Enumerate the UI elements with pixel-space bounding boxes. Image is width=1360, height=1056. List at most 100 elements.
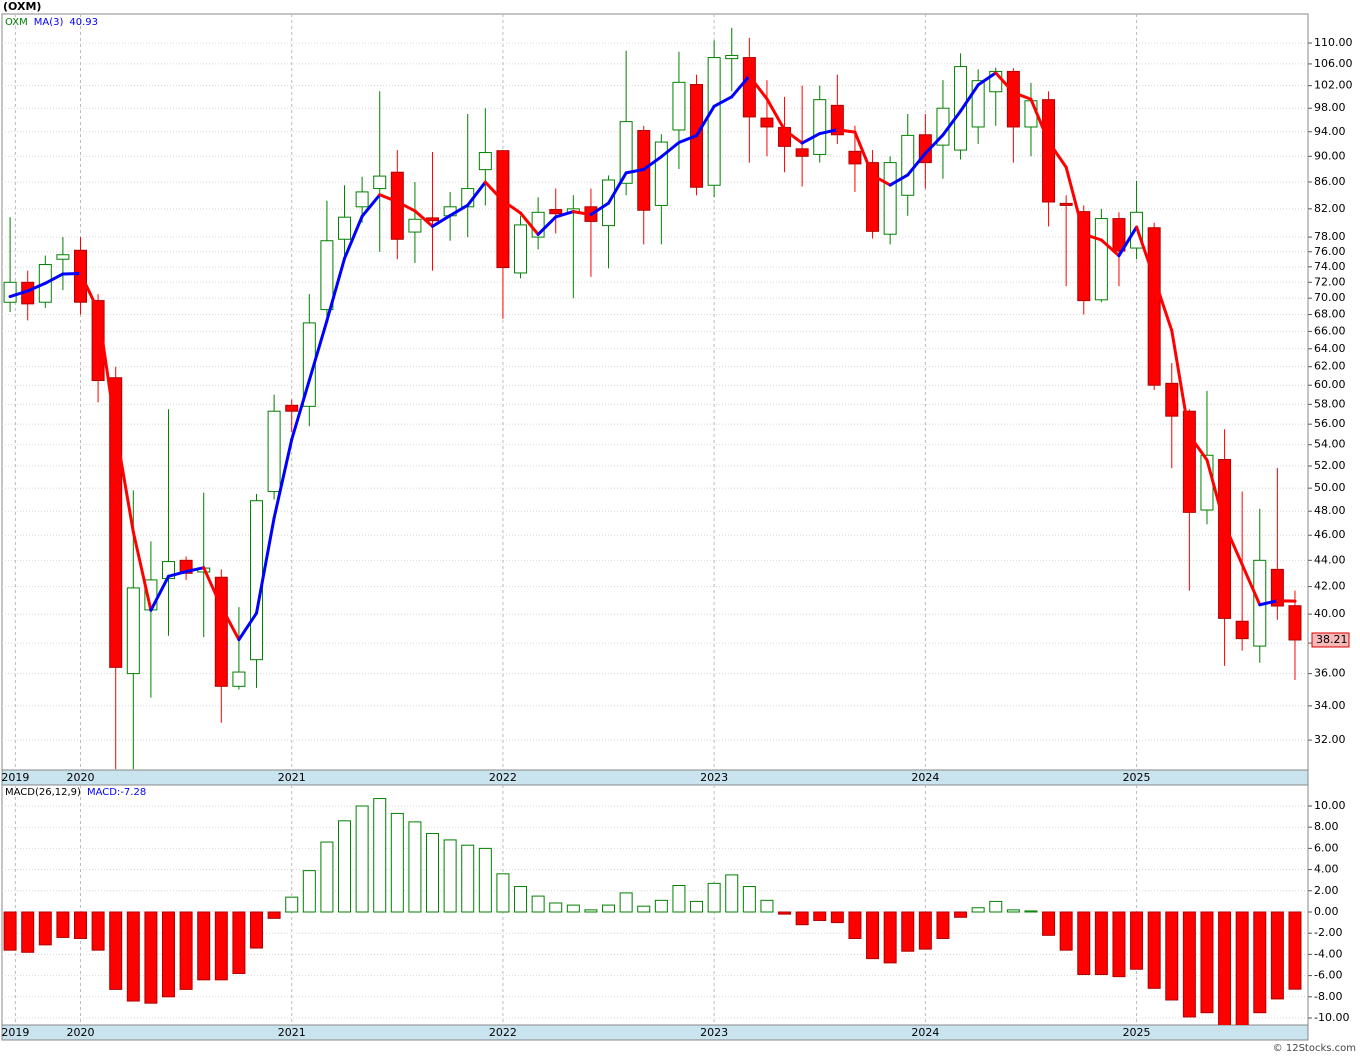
macd-bar — [443, 839, 457, 913]
y-tick-label: 48.00 — [1314, 504, 1346, 517]
macd-bar — [1147, 911, 1161, 989]
macd-bar — [531, 895, 545, 913]
candle-body — [267, 410, 281, 493]
macd-bar — [672, 884, 686, 913]
macd-bar — [1006, 909, 1020, 913]
macd-bar — [1200, 911, 1214, 1014]
y-tick-label: 78.00 — [1314, 230, 1346, 243]
y-tick-label: 66.00 — [1314, 324, 1346, 337]
ma-line — [1011, 90, 1033, 101]
macd-bar — [338, 820, 352, 913]
candle-body — [1182, 410, 1196, 513]
candle-body — [320, 240, 334, 311]
plot-layer: 110.00 106.00 102.00 98.00 94.00 90.00 86.00 82… — [1, 14, 1353, 1039]
ma-line — [1152, 276, 1174, 333]
candle-body — [338, 216, 352, 240]
candle-body — [971, 80, 985, 128]
ma-line — [906, 151, 927, 177]
macd-label: MACD: — [87, 787, 120, 798]
ma-line — [272, 437, 294, 520]
candle-body — [1165, 382, 1179, 417]
candle-body — [1270, 568, 1284, 607]
ma-line — [26, 281, 47, 293]
y-tick-label: 50.00 — [1314, 481, 1346, 494]
macd-bar — [1094, 911, 1108, 976]
candle-body — [496, 150, 510, 269]
macd-bar — [1270, 911, 1284, 1000]
last-price-label: 38.21 — [1316, 633, 1348, 646]
macd-bar — [936, 911, 950, 939]
candle-body — [1094, 218, 1108, 301]
candle-body — [866, 162, 880, 232]
ma-line — [589, 201, 611, 217]
macd-bar — [795, 911, 809, 926]
x-tick-label: 2024 — [911, 771, 939, 784]
y-tick-label: 76.00 — [1314, 245, 1346, 258]
ma-line — [501, 199, 523, 215]
macd-bar — [918, 911, 932, 950]
ma-line — [624, 167, 646, 175]
y-tick-label: -2.00 — [1314, 926, 1342, 939]
macd-bar — [690, 900, 704, 913]
macd-title: MACD(26,12,9) — [5, 787, 81, 798]
macd-bar — [373, 798, 387, 913]
candle-body — [232, 671, 246, 687]
macd-bar — [3, 911, 17, 951]
macd-legend: MACD(26,12,9) MACD:-7.28 — [5, 787, 146, 798]
ma-line — [712, 95, 734, 108]
macd-bar — [197, 911, 211, 981]
plot-area — [2, 785, 1308, 1025]
chart-title: (OXM) — [3, 0, 41, 13]
candle-body — [619, 121, 633, 184]
ma-line — [554, 210, 575, 219]
y-tick-label: 60.00 — [1314, 378, 1346, 391]
y-tick-label: 98.00 — [1314, 101, 1346, 114]
x-tick-label: 2025 — [1123, 1026, 1151, 1039]
y-tick-label: 4.00 — [1314, 863, 1339, 876]
macd-bar — [320, 841, 334, 913]
y-tick-label: 6.00 — [1314, 841, 1339, 854]
ma-line — [871, 173, 892, 187]
ma-line — [96, 308, 118, 432]
ma-line — [466, 180, 487, 207]
candle-body — [478, 152, 492, 171]
y-tick-label: 10.00 — [1314, 799, 1346, 812]
ma-line — [976, 71, 998, 87]
macd-bar — [285, 896, 299, 913]
y-tick-label: -6.00 — [1314, 969, 1342, 982]
ma-line — [1117, 225, 1139, 258]
ma-line — [184, 566, 206, 574]
y-tick-label: 64.00 — [1314, 342, 1346, 355]
macd-bar — [1024, 910, 1038, 913]
watermark: © 12Stocks.com — [1273, 1043, 1356, 1054]
ma-line — [1187, 433, 1209, 462]
macd-bar — [1182, 911, 1196, 1018]
ma-line — [43, 272, 65, 285]
macd-bar — [654, 899, 668, 913]
y-tick-label: 68.00 — [1314, 308, 1346, 321]
macd-bar — [883, 911, 897, 964]
macd-bar — [1288, 911, 1302, 990]
candle-body — [707, 57, 721, 186]
macd-bar — [989, 900, 1003, 913]
ma-line — [219, 605, 241, 642]
candle-body — [549, 209, 563, 215]
macd-bar — [408, 821, 422, 913]
candle-body — [1112, 218, 1126, 252]
x-tick-label: 2021 — [278, 771, 306, 784]
ma-line — [114, 428, 135, 534]
macd-bar — [390, 812, 404, 913]
ma-line — [290, 378, 311, 441]
y-tick-label: 70.00 — [1314, 291, 1346, 304]
ma-line — [395, 200, 417, 213]
y-tick-label: 62.00 — [1314, 360, 1346, 373]
ma-line — [730, 74, 751, 99]
x-tick-label: 2022 — [489, 771, 517, 784]
candle-body — [830, 104, 844, 136]
ma-line — [307, 319, 329, 382]
x-axis-band — [1, 1024, 1309, 1041]
y-tick-label: 72.00 — [1314, 275, 1346, 288]
ma-line — [888, 173, 910, 187]
ma-line — [695, 104, 716, 138]
